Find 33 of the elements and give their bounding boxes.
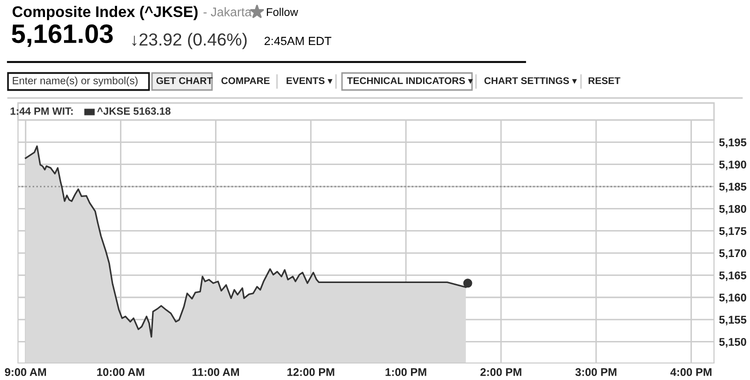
text: CHART SETTINGS ▾ [484, 77, 577, 84]
y-tick-label: 5,195 [719, 138, 746, 148]
chart-title: Composite Index (^JKSE) [12, 6, 198, 20]
y-tick-label: 5,175 [719, 227, 746, 237]
x-tick-label: 1:00 PM [386, 368, 426, 376]
x-tick-label: 9:00 AM [4, 368, 46, 376]
legend-label: ^JKSE 5163.18 [97, 107, 171, 115]
y-tick-label: 5,170 [719, 249, 746, 259]
y-tick-label: 5,150 [719, 338, 746, 348]
text: RESET [588, 77, 620, 84]
text: 5,161.03 [12, 24, 113, 47]
y-tick-label: 5,165 [719, 271, 746, 281]
y-tick-label: 5,160 [719, 294, 746, 304]
x-tick-label: 4:00 PM [670, 368, 712, 376]
y-tick-label: 5,155 [719, 316, 746, 326]
text: ↓23.92 (0.46%) [132, 32, 247, 50]
text: Enter name(s) or symbol(s) [12, 76, 138, 86]
y-tick-label: 5,190 [719, 160, 746, 170]
y-tick-label: 5,185 [719, 182, 746, 192]
text: EVENTS ▾ [286, 77, 332, 84]
x-tick-label: 12:00 PM [287, 368, 334, 376]
text: 1:44 PM WIT: [10, 108, 73, 115]
text: TECHNICAL INDICATORS ▾ [347, 77, 473, 84]
y-tick-label: 5,180 [719, 204, 746, 214]
text: 2:45AM EDT [264, 36, 332, 46]
text: Follow [266, 8, 298, 16]
chart-subtitle: - Jakarta [204, 7, 252, 16]
text: GET CHART [156, 77, 213, 84]
x-tick-label: 3:00 PM [575, 368, 616, 376]
x-tick-label: 11:00 AM [192, 368, 239, 376]
text: COMPARE [221, 77, 270, 84]
x-tick-label: 10:00 AM [97, 368, 144, 376]
x-tick-label: 2:00 PM [480, 368, 522, 376]
